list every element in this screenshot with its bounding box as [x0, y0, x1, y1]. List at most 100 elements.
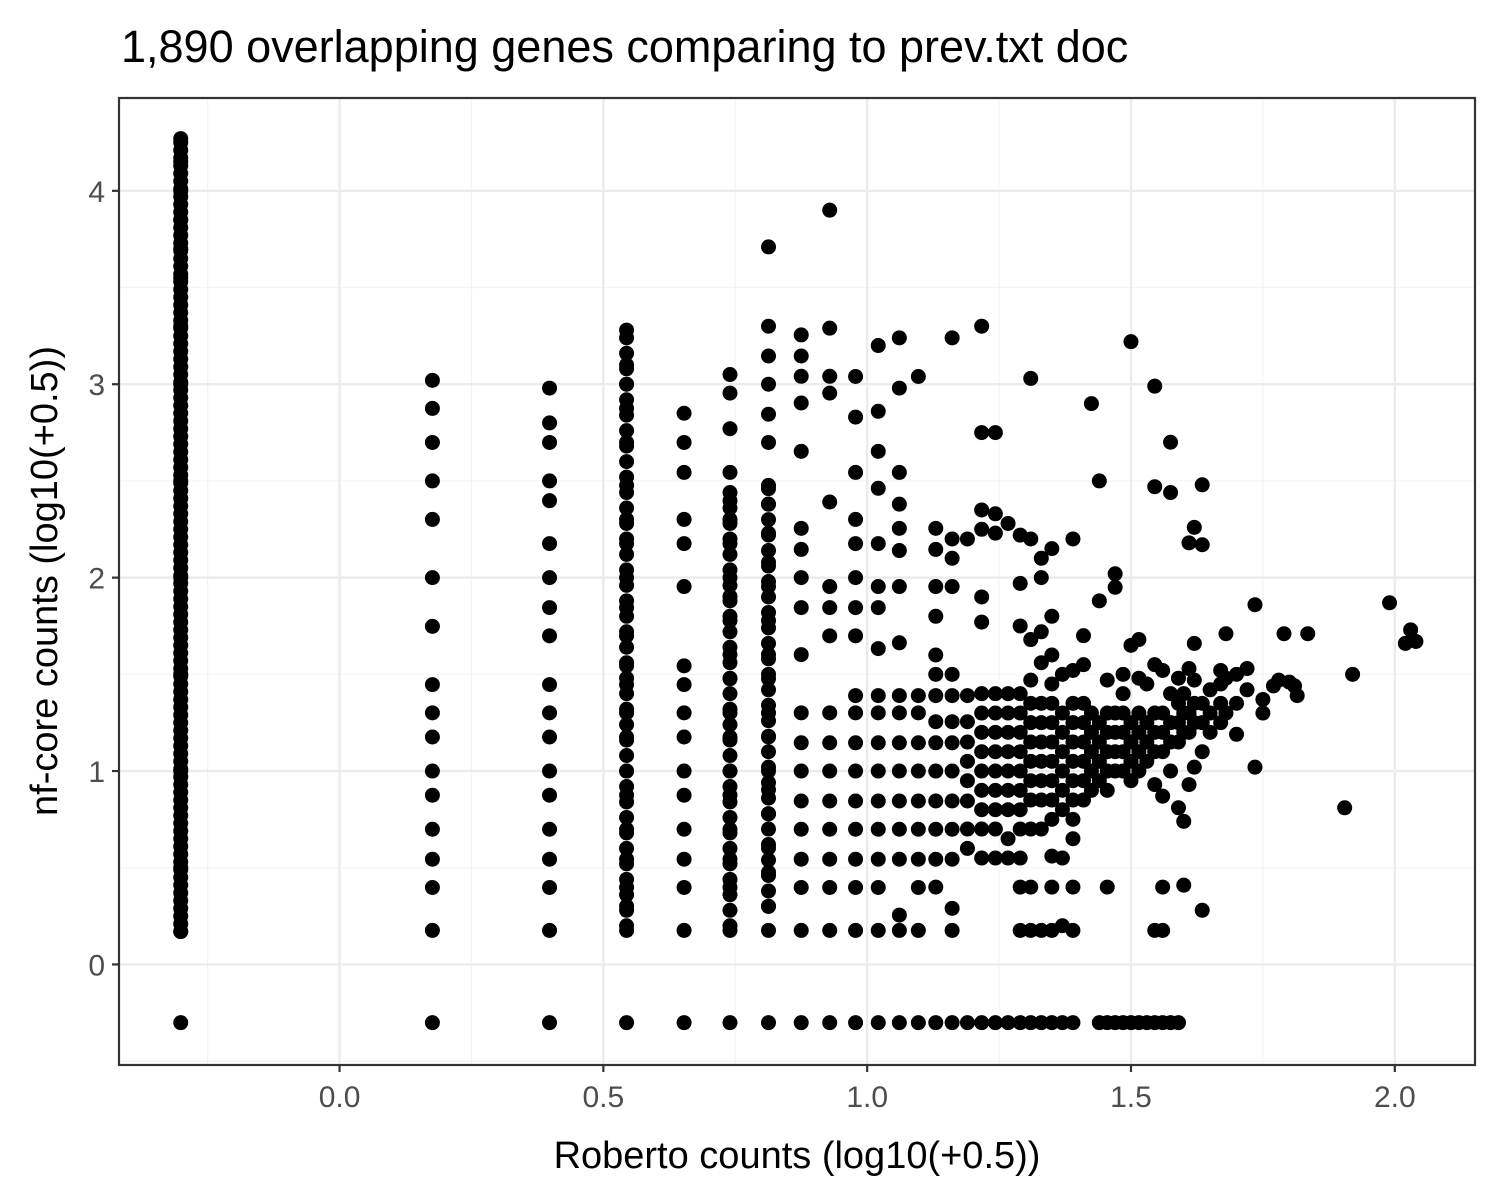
x-tick-label: 2.0	[1374, 1081, 1416, 1114]
data-point	[1044, 773, 1060, 789]
x-tick-label: 0.0	[319, 1081, 361, 1114]
data-point	[722, 779, 738, 795]
data-point	[722, 464, 738, 480]
data-point	[793, 647, 809, 663]
data-point	[944, 330, 960, 346]
data-point	[761, 651, 777, 667]
data-point	[1023, 632, 1039, 648]
data-point	[987, 425, 1003, 441]
data-point	[424, 570, 440, 586]
data-point	[944, 531, 960, 547]
data-point	[974, 589, 990, 605]
data-point	[761, 898, 777, 914]
data-point	[1247, 597, 1263, 613]
data-point	[1033, 695, 1049, 711]
data-point	[1247, 759, 1263, 775]
data-point	[722, 639, 738, 655]
x-tick-label: 1.5	[1110, 1081, 1152, 1114]
data-point	[722, 902, 738, 918]
data-point	[761, 318, 777, 334]
data-point	[1099, 672, 1115, 688]
data-point	[619, 593, 635, 609]
data-point	[793, 793, 809, 809]
data-point	[619, 608, 635, 624]
data-point	[676, 1015, 692, 1031]
data-point	[424, 473, 440, 489]
data-point	[761, 574, 777, 589]
data-point	[1023, 672, 1039, 688]
data-point	[1239, 682, 1255, 698]
data-point	[619, 531, 635, 547]
data-point	[1139, 676, 1155, 692]
data-point	[619, 330, 635, 346]
data-point	[676, 851, 692, 867]
data-point	[848, 763, 864, 779]
data-point	[987, 724, 1003, 740]
data-point	[1054, 724, 1070, 740]
data-point	[619, 1015, 635, 1031]
data-point	[619, 871, 635, 887]
data-point	[1155, 879, 1171, 895]
data-point	[722, 670, 738, 686]
data-point	[173, 1015, 189, 1031]
data-point	[822, 735, 838, 751]
data-point	[1033, 734, 1049, 750]
data-point	[1186, 759, 1202, 775]
data-point	[891, 1015, 907, 1031]
data-point	[619, 454, 635, 470]
data-point	[848, 368, 864, 384]
data-point	[722, 717, 738, 733]
data-point	[761, 604, 777, 620]
data-point	[424, 372, 440, 388]
data-point	[891, 496, 907, 512]
data-point	[974, 686, 990, 702]
data-point	[1000, 705, 1016, 721]
data-point	[761, 348, 777, 364]
data-point	[1091, 473, 1107, 489]
data-point	[542, 493, 558, 509]
data-point	[722, 562, 738, 578]
data-point	[761, 790, 777, 806]
data-point	[1186, 635, 1202, 651]
data-point	[910, 793, 926, 809]
x-axis: 0.0 0.5 1.0 1.5 2.0	[319, 1065, 1416, 1114]
data-point	[619, 902, 635, 918]
data-point	[944, 851, 960, 867]
data-point	[987, 744, 1003, 760]
data-point	[891, 688, 907, 704]
data-point	[1012, 744, 1028, 760]
data-point	[793, 541, 809, 557]
data-point	[1218, 626, 1234, 642]
data-point	[1065, 753, 1081, 769]
data-point	[761, 666, 777, 682]
data-point	[619, 485, 635, 501]
data-point	[1044, 608, 1060, 624]
data-point	[1186, 519, 1202, 535]
data-point	[928, 608, 944, 624]
data-point	[1033, 792, 1049, 808]
chart-title: 1,890 overlapping genes comparing to pre…	[121, 21, 1128, 72]
data-point	[959, 840, 975, 856]
data-point	[1076, 628, 1092, 644]
data-point	[891, 705, 907, 721]
data-point	[793, 368, 809, 384]
data-point	[1065, 734, 1081, 750]
plot-panel	[117, 96, 1477, 1067]
data-point	[1065, 1015, 1081, 1031]
data-point	[676, 579, 692, 595]
data-point	[619, 825, 635, 841]
data-point	[848, 735, 864, 751]
data-point	[1044, 647, 1060, 663]
data-point	[761, 728, 777, 744]
data-point	[1076, 657, 1092, 673]
data-point	[870, 922, 886, 938]
data-point	[944, 579, 960, 595]
data-point	[424, 821, 440, 837]
data-point	[1023, 1015, 1039, 1031]
data-point	[870, 879, 886, 895]
data-point	[619, 546, 635, 562]
data-point	[848, 821, 864, 837]
data-point	[1023, 715, 1039, 731]
data-point	[676, 536, 692, 552]
